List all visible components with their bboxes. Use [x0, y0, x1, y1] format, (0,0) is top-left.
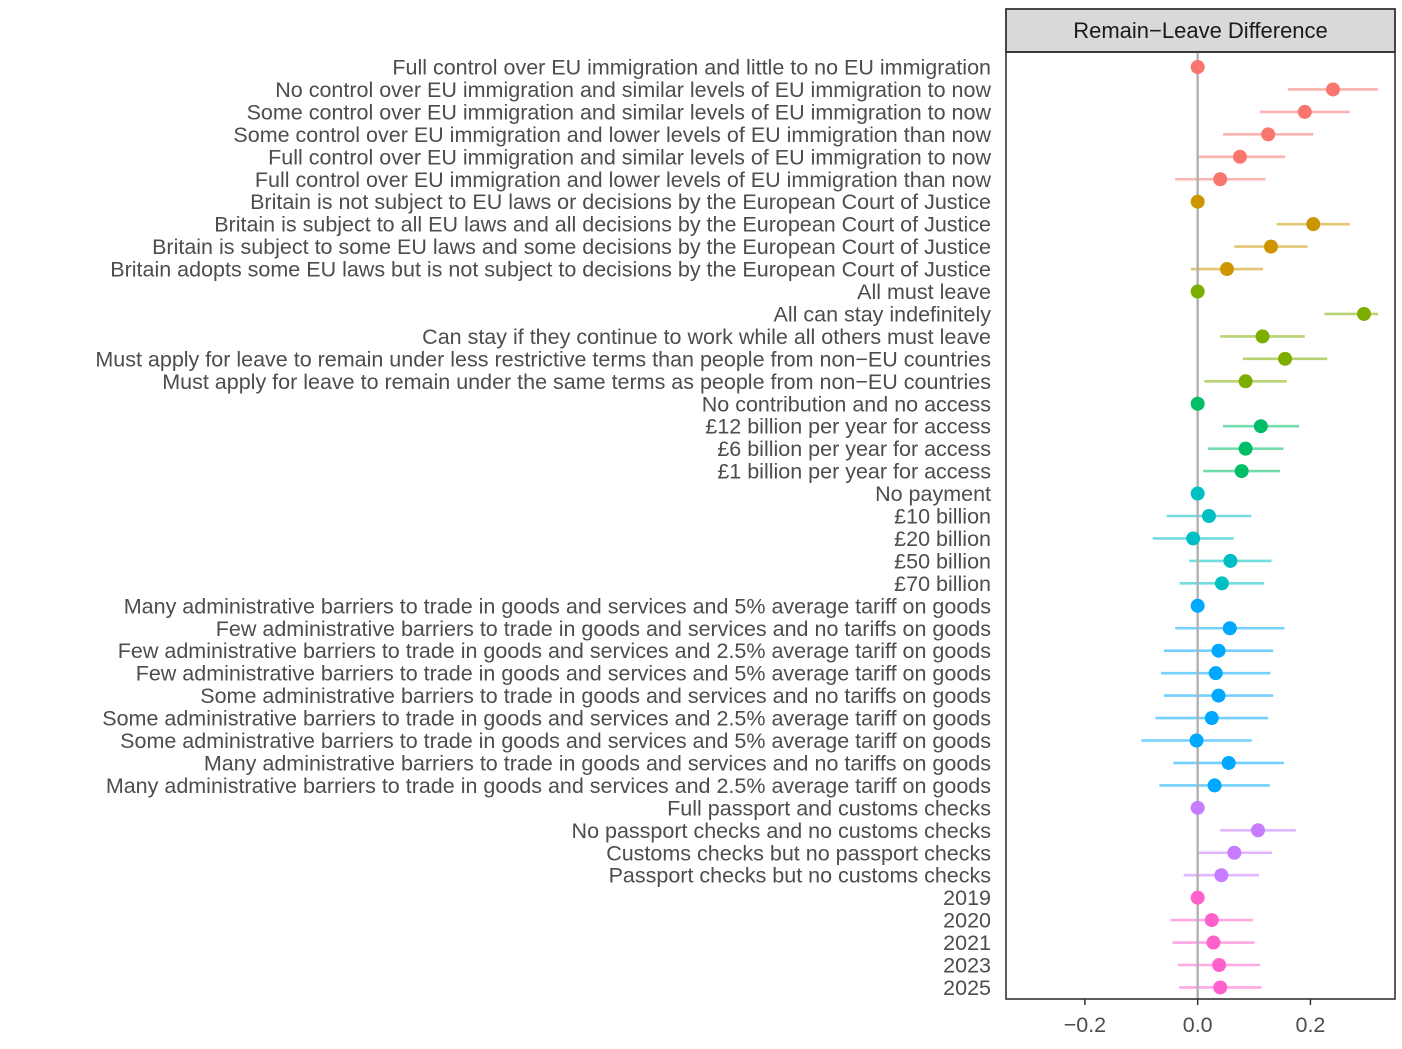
category-label: £50 billion [894, 549, 991, 573]
x-tick-label: 0.2 [1295, 1013, 1325, 1037]
point-g7-i0 [1190, 890, 1205, 905]
category-label: Customs checks but no passport checks [606, 841, 991, 865]
category-label: Few administrative barriers to trade in … [216, 617, 991, 641]
category-label: Britain is subject to all EU laws and al… [214, 213, 991, 237]
category-label: 2020 [943, 909, 991, 933]
point-g5-i0 [1190, 598, 1205, 613]
point-g5-i7 [1221, 755, 1236, 770]
category-label: All must leave [857, 280, 991, 304]
point-g1-i0 [1190, 194, 1205, 209]
point-g5-i3 [1208, 666, 1223, 681]
category-label: All can stay indefinitely [774, 302, 992, 326]
point-g1-i3 [1219, 262, 1234, 277]
category-label: Can stay if they continue to work while … [422, 325, 991, 349]
point-g5-i6 [1189, 733, 1204, 748]
point-g2-i2 [1255, 329, 1270, 344]
point-g0-i0 [1190, 60, 1205, 74]
category-labels: Full control over EU immigration and lit… [95, 56, 991, 1000]
category-label: Must apply for leave to remain under the… [162, 370, 991, 394]
point-g0-i2 [1297, 104, 1312, 119]
point-g5-i8 [1207, 778, 1222, 793]
category-label: No passport checks and no customs checks [572, 819, 991, 843]
point-g0-i1 [1325, 82, 1340, 97]
x-axis: −0.2 0.0 0.2 [1064, 999, 1325, 1037]
category-label: 2023 [943, 954, 991, 978]
category-label: Many administrative barriers to trade in… [204, 751, 991, 775]
point-g4-i2 [1186, 531, 1201, 546]
point-g5-i5 [1204, 711, 1219, 726]
point-g2-i4 [1238, 374, 1253, 389]
point-g0-i4 [1232, 149, 1247, 164]
category-label: Must apply for leave to remain under les… [95, 347, 991, 371]
category-label: Many administrative barriers to trade in… [106, 774, 991, 798]
category-label: No control over EU immigration and simil… [275, 78, 991, 102]
point-g3-i3 [1234, 464, 1249, 479]
facet-strip-label: Remain−Leave Difference [1073, 18, 1328, 43]
category-label: No payment [875, 482, 991, 506]
x-tick-label: −0.2 [1064, 1013, 1106, 1037]
category-label: Some control over EU immigration and sim… [247, 100, 992, 124]
category-label: £1 billion per year for access [717, 460, 991, 484]
category-label: Passport checks but no customs checks [609, 864, 991, 888]
category-label: Full passport and customs checks [667, 796, 991, 820]
category-label: Few administrative barriers to trade in … [136, 662, 991, 686]
category-label: 2025 [943, 976, 991, 1000]
point-g0-i5 [1213, 172, 1228, 187]
point-g5-i4 [1211, 688, 1226, 703]
category-label: Britain is subject to some EU laws and s… [152, 235, 991, 259]
category-label: Britain is not subject to EU laws or dec… [250, 190, 991, 214]
facet-strip [1005, 8, 1396, 53]
category-label: Full control over EU immigration and sim… [268, 145, 991, 169]
point-g1-i1 [1306, 217, 1321, 232]
category-label: 2021 [943, 931, 991, 955]
point-g4-i0 [1190, 486, 1205, 501]
category-label: Some administrative barriers to trade in… [120, 729, 991, 753]
point-g1-i2 [1263, 239, 1278, 254]
point-g2-i0 [1190, 284, 1205, 299]
point-g6-i2 [1227, 845, 1242, 860]
category-label: Some administrative barriers to trade in… [102, 707, 991, 731]
point-g6-i1 [1251, 823, 1266, 838]
point-g7-i3 [1212, 958, 1227, 972]
category-label: Few administrative barriers to trade in … [118, 639, 991, 663]
category-label: £10 billion [894, 505, 991, 529]
category-label: £12 billion per year for access [705, 415, 991, 439]
category-label: No contribution and no access [702, 392, 991, 416]
point-g7-i4 [1213, 980, 1228, 995]
category-label: Full control over EU immigration and lit… [392, 56, 991, 80]
category-label: Some administrative barriers to trade in… [200, 684, 991, 708]
point-g6-i3 [1214, 868, 1229, 883]
panel-border [1005, 51, 1396, 1000]
category-label: Many administrative barriers to trade in… [124, 594, 991, 618]
error-bars [1141, 88, 1379, 989]
category-label: £70 billion [894, 572, 991, 596]
point-g3-i1 [1253, 419, 1268, 434]
point-g7-i2 [1206, 935, 1221, 950]
point-g4-i4 [1214, 576, 1229, 591]
point-g3-i2 [1238, 441, 1253, 456]
point-g5-i1 [1222, 621, 1237, 636]
category-label: £20 billion [894, 527, 991, 551]
category-label: Some control over EU immigration and low… [233, 123, 991, 147]
category-label: Full control over EU immigration and low… [255, 168, 992, 192]
category-label: £6 billion per year for access [717, 437, 991, 461]
point-g5-i2 [1211, 643, 1226, 658]
point-g4-i3 [1223, 553, 1238, 568]
point-estimates [1186, 60, 1371, 995]
point-g2-i1 [1356, 306, 1371, 321]
category-label: 2019 [943, 886, 991, 910]
point-g4-i1 [1201, 509, 1216, 523]
point-g3-i0 [1190, 396, 1205, 411]
point-g2-i3 [1278, 351, 1293, 366]
point-g0-i3 [1261, 127, 1276, 142]
category-label: Britain adopts some EU laws but is not s… [110, 258, 991, 282]
x-tick-label: 0.0 [1183, 1013, 1213, 1037]
point-g6-i0 [1190, 800, 1205, 815]
point-g7-i1 [1204, 913, 1219, 928]
